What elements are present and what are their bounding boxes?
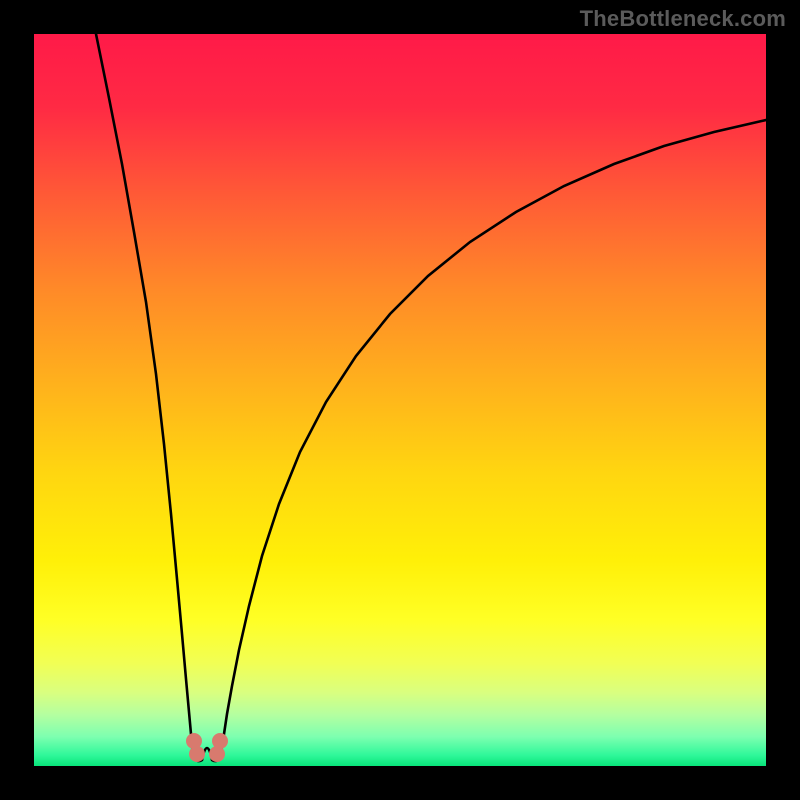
curve-right-branch	[221, 120, 766, 752]
watermark-text: TheBottleneck.com	[580, 6, 786, 32]
plot-area	[34, 34, 766, 766]
chart-frame: TheBottleneck.com	[0, 0, 800, 800]
curve-left-branch	[96, 34, 193, 752]
curve-layer	[34, 34, 766, 766]
marker-dot	[189, 746, 205, 762]
marker-dot	[212, 733, 228, 749]
